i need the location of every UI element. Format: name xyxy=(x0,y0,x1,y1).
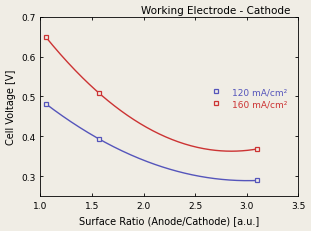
Line: 120 mA/cm²: 120 mA/cm² xyxy=(43,102,259,183)
Text: Working Electrode - Cathode: Working Electrode - Cathode xyxy=(141,6,290,15)
Line: 160 mA/cm²: 160 mA/cm² xyxy=(43,35,259,152)
160 mA/cm² xyxy=(44,36,47,39)
Legend: 120 mA/cm², 160 mA/cm²: 120 mA/cm², 160 mA/cm² xyxy=(203,85,291,112)
120 mA/cm² xyxy=(44,103,47,106)
120 mA/cm² xyxy=(255,179,259,182)
160 mA/cm² xyxy=(255,148,259,151)
X-axis label: Surface Ratio (Anode/Cathode) [a.u.]: Surface Ratio (Anode/Cathode) [a.u.] xyxy=(79,216,259,225)
160 mA/cm² xyxy=(97,92,101,95)
Y-axis label: Cell Voltage [V]: Cell Voltage [V] xyxy=(6,69,16,144)
120 mA/cm² xyxy=(97,138,101,141)
